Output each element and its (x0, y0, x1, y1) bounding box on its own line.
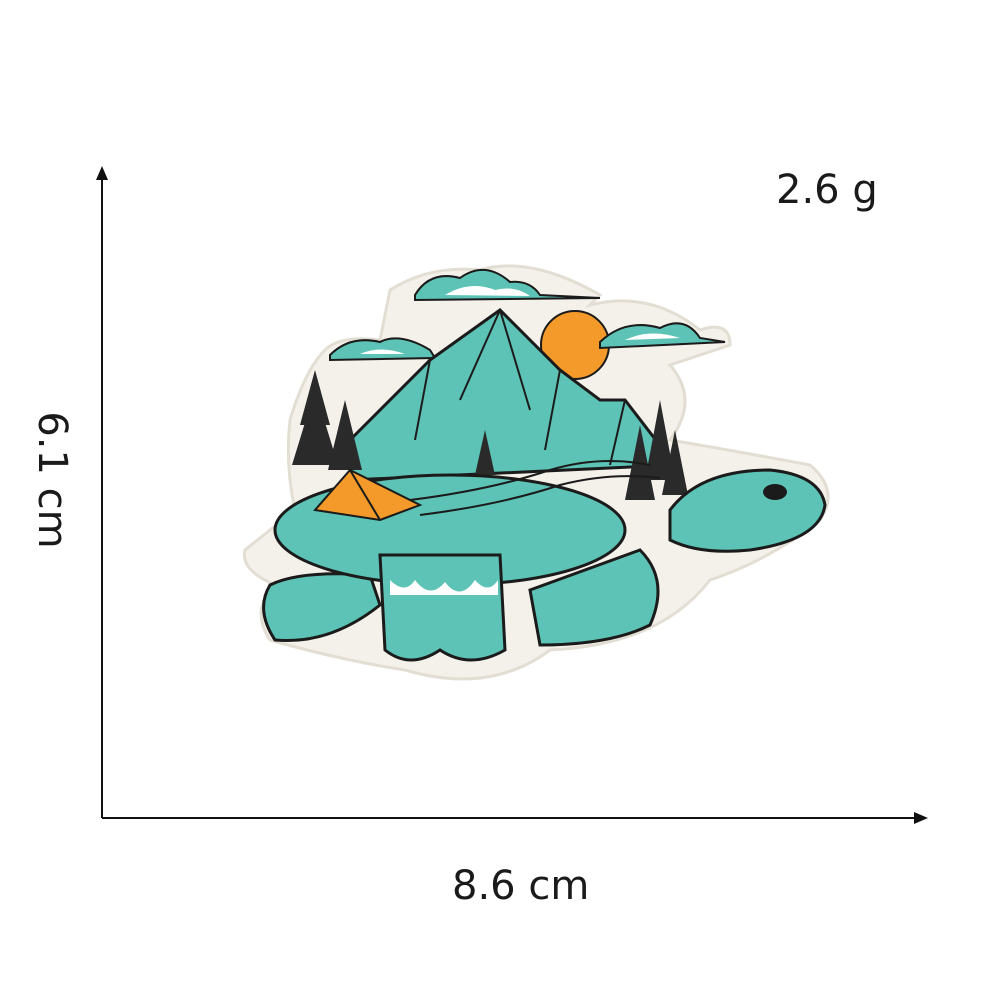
turtle-eye (763, 484, 787, 500)
river-lines (409, 460, 661, 516)
cloud-right (599, 322, 726, 350)
mountain-ridge-lines (414, 309, 626, 466)
cloud-left (329, 337, 437, 362)
weight-label: 2.6 g (776, 167, 878, 213)
turtle-flipper-right (528, 548, 660, 647)
height-label: 6.1 cm (29, 411, 75, 549)
height-arrow-head (96, 166, 108, 180)
turtle-patch-image (242, 264, 830, 681)
width-label: 8.6 cm (452, 863, 590, 909)
turtle-flipper-left (262, 572, 382, 643)
pine-trees (292, 370, 688, 500)
waterfall (378, 553, 507, 662)
cloud-top (414, 269, 601, 302)
tent (313, 468, 423, 522)
width-arrow-head (914, 812, 928, 824)
